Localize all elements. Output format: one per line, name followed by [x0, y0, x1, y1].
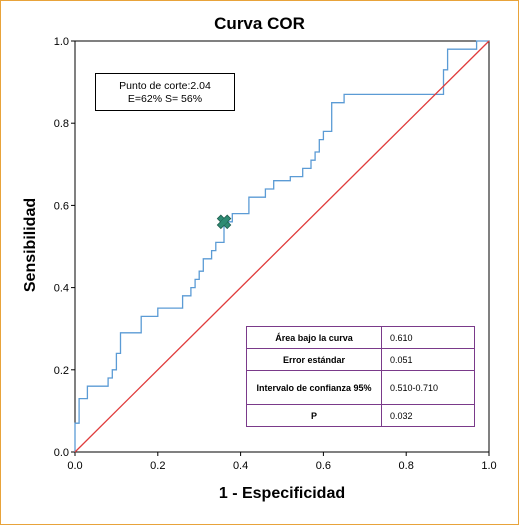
x-tick-label: 0.8 [399, 460, 414, 472]
y-tick-label: 0.0 [54, 447, 69, 459]
plot-area-border [74, 40, 490, 453]
table-row: Error estándar 0.051 [246, 348, 475, 371]
x-axis-label: 1 - Especificidad [218, 485, 346, 502]
y-tick-label: 0.8 [54, 118, 69, 130]
chart-title: Curva COR [214, 14, 305, 33]
stat-label: Error estándar [246, 348, 382, 371]
y-tick-label: 0.6 [54, 200, 69, 212]
stat-value: 0.610 [381, 326, 475, 349]
x-tick-label: 0.6 [316, 460, 331, 472]
x-tick-label: 0.4 [233, 460, 248, 472]
tick-group: 0.0 0.2 0.4 0.6 0.8 1.0 0.0 0.2 0.4 0.6 0.8 1.0 [54, 36, 497, 472]
stat-label: Área bajo la curva [246, 326, 382, 349]
stats-table: Área bajo la curva 0.610 Error estándar … [246, 326, 475, 427]
stat-value: 0.051 [381, 348, 475, 371]
cutoff-annotation: Punto de corte:2.04 E=62% S= 56% [95, 73, 235, 111]
marker-group [216, 214, 232, 230]
cutoff-point-marker [216, 214, 232, 230]
cutoff-line-1: Punto de corte:2.04 [119, 80, 211, 92]
y-tick-label: 1.0 [54, 36, 69, 48]
x-tick-label: 0.0 [67, 460, 82, 472]
x-tick-label: 1.0 [481, 460, 496, 472]
y-tick-label: 0.4 [54, 283, 69, 295]
stat-label: P [246, 404, 382, 427]
marker-center [220, 218, 228, 226]
x-tick-label: 0.2 [150, 460, 165, 472]
table-row: P 0.032 [246, 404, 475, 427]
y-axis-label: Sensibilidad [22, 197, 39, 293]
stat-label: Intervalo de confianza 95% [246, 370, 382, 405]
reference-line [74, 40, 490, 453]
plot-axes [74, 40, 490, 453]
stat-value: 0.032 [381, 404, 475, 427]
y-tick-label: 0.2 [54, 365, 69, 377]
cutoff-line-2: E=62% S= 56% [127, 93, 203, 105]
table-row: Intervalo de confianza 95% 0.510-0.710 [246, 370, 475, 405]
table-row: Área bajo la curva 0.610 [246, 326, 475, 349]
stat-value: 0.510-0.710 [381, 370, 475, 405]
